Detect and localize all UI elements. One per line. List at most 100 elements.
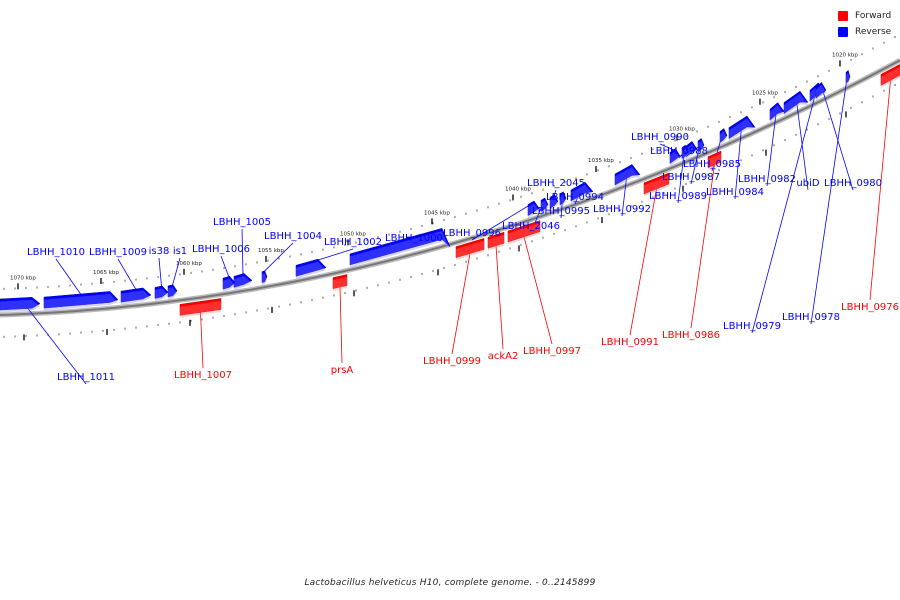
gene-shadow: [670, 150, 680, 167]
legend: Forward Reverse: [838, 8, 891, 40]
gene-label-LBHH_1004: LBHH_1004: [264, 231, 322, 242]
leader-LBHH_1007: [200, 312, 204, 369]
gene-LBHH_0990: [669, 148, 681, 165]
gene-shadow: [560, 194, 566, 208]
gene-shadow: [686, 143, 697, 160]
gene-LBHH_0985: [719, 128, 728, 144]
gene-LBHH_1004: [261, 270, 268, 284]
scale-label: 1035 kbp: [588, 158, 614, 164]
gene-shadow: [44, 293, 118, 311]
scale-label: 1045 kbp: [424, 210, 450, 216]
gene-label-LBHH_0991: LBHH_0991: [601, 337, 659, 348]
gene-label-LBHH_2045: LBHH_2045: [527, 178, 585, 189]
gene-LBHH_0989: [681, 144, 689, 160]
gene-label-LBHH_0989: LBHH_0989: [649, 191, 707, 202]
gene-label-LBHH_1000: LBHH_1000: [385, 233, 443, 244]
gene-shadow: [846, 72, 850, 86]
gene-shadow: [528, 203, 539, 219]
gene-LBHH_0997: [507, 220, 541, 243]
scale-label: 1065 kbp: [93, 270, 119, 276]
gene-LBHH_0994: [570, 181, 594, 202]
reverse-swatch: [838, 27, 848, 37]
backbone-line: [0, 59, 900, 316]
gene-shadow: [816, 84, 826, 101]
gene-label-LBHH_0982: LBHH_0982: [738, 174, 796, 185]
gene-LBHH_0987: [697, 138, 705, 153]
legend-item-forward: Forward: [838, 8, 891, 24]
gene-label-LBHH_1005: LBHH_1005: [213, 217, 271, 228]
gene-label-LBHH_1010: LBHH_1010: [27, 247, 85, 258]
gene-label-LBHH_0994: LBHH_0994: [546, 192, 604, 203]
gene-shadow: [571, 184, 593, 204]
gene-shadow: [881, 66, 900, 88]
gene-shadow: [720, 130, 727, 146]
leader-LBHH_1005: [241, 228, 244, 275]
gene-shadow: [262, 273, 267, 286]
leader-LBHH_1006: [220, 255, 230, 278]
gene-shadow: [770, 105, 784, 123]
legend-label-forward: Forward: [855, 11, 892, 21]
gene-shadow: [296, 261, 326, 279]
forward-swatch: [838, 11, 848, 21]
gene-shadow: [682, 147, 688, 162]
gene-label-LBHH_0996: LBHH_0996: [443, 228, 501, 239]
leader-LBHH_0976: [869, 80, 891, 301]
gene-ackA2: [487, 231, 505, 249]
leader-LBHH_1010: [55, 258, 82, 295]
leader-LBHH_0999: [451, 253, 471, 355]
gene-LBHH_0978: [845, 69, 851, 84]
gene-label-LBHH_0987: LBHH_0987: [662, 172, 720, 183]
gene-label-LBHH_0986: LBHH_0986: [662, 330, 720, 341]
leader-LBHH_1009: [117, 258, 137, 290]
scale-label: 1040 kbp: [505, 186, 531, 192]
gene-shadow: [223, 278, 235, 292]
gene-shadow: [708, 153, 721, 171]
scale-label: 1030 kbp: [669, 127, 695, 133]
gene-label-LBHH_1011: LBHH_1011: [57, 372, 115, 383]
leader-LBHH_0984: [734, 121, 743, 200]
gene-shadow: [644, 175, 669, 197]
gene-label-LBHH_0984: LBHH_0984: [706, 187, 764, 198]
scale-label: 1070 kbp: [10, 275, 36, 281]
gene-label-LBHH_0995: LBHH_0995: [532, 206, 590, 217]
scale-label: 1025 kbp: [752, 91, 778, 97]
scale-label: 1060 kbp: [176, 261, 202, 267]
gene-LBHH_1007: [179, 298, 222, 316]
gene-label-LBHH_1006: LBHH_1006: [192, 244, 250, 255]
gene-ubiD: [783, 90, 809, 115]
gene-label-LBHH_0988: LBHH_0988: [650, 146, 708, 157]
gene-label-LBHH_0985: LBHH_0985: [683, 159, 741, 170]
leader-LBHH_0990: [659, 143, 676, 151]
leader-LBHH_0986: [690, 164, 715, 329]
leader-LBHH_0979: [751, 86, 818, 334]
gene-is1: [167, 284, 178, 298]
gene-shadow: [550, 197, 558, 211]
gene-shadow: [456, 240, 484, 261]
leader-is38: [158, 257, 162, 287]
gene-label-prsA: prsA: [331, 365, 354, 376]
gene-LBHH_1010: [43, 291, 119, 309]
gene-label-LBHH_0980: LBHH_0980: [824, 178, 882, 189]
gene-label-LBHH_1009: LBHH_1009: [89, 247, 147, 258]
leader-LBHH_1004: [264, 242, 294, 272]
scale-label: 1050 kbp: [340, 231, 366, 237]
gene-shadow: [155, 288, 168, 301]
gene-label-ubiD: ubiD: [796, 178, 819, 189]
leader-is1: [172, 257, 181, 286]
gene-label-LBHH_1002: LBHH_1002: [324, 237, 382, 248]
gene-features: [0, 64, 900, 318]
gene-shadow: [615, 166, 640, 188]
gene-label-ackA2: ackA2: [488, 351, 519, 362]
gene-LBHH_1009: [120, 287, 152, 303]
gene-LBHH_0995: [559, 191, 567, 206]
gene-shadow: [168, 287, 177, 300]
gene-shadow: [121, 290, 151, 305]
leader-LBHH_0980: [820, 84, 854, 191]
scale-ticks: 1020 kbp 1025 kbp 1030 kbp 1035 kbp 1040 kbp…: [3, 35, 896, 341]
gene-label-LBHH_0976: LBHH_0976: [841, 302, 899, 313]
gene-LBHH_0984: [728, 115, 756, 140]
gene-LBHH_0992: [614, 164, 641, 186]
gene-label-is1: is1: [173, 246, 187, 257]
